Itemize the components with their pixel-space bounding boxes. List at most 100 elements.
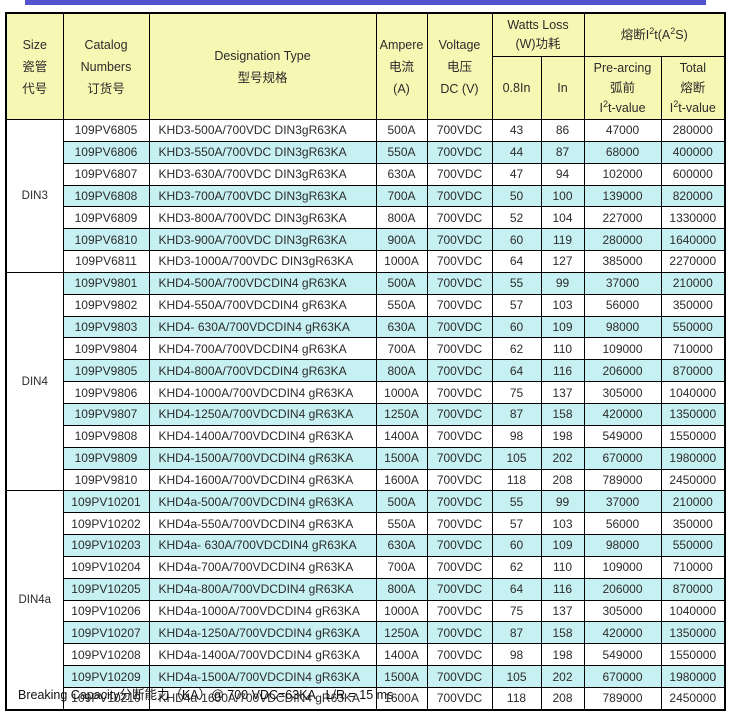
designation-cell: KHD4-1600A/700VDCDIN4 gR63KA xyxy=(148,468,377,492)
prearcing-i2t-cell: 549000 xyxy=(583,643,662,667)
total-i2t-cell: 2450000 xyxy=(660,468,726,492)
prearcing-i2t-cell: 789000 xyxy=(583,686,662,711)
ampere-cell: 1000A xyxy=(375,599,428,623)
watts-in-cell: 104 xyxy=(540,206,585,230)
designation-cell: KHD4-1400A/700VDCDIN4 gR63KA xyxy=(148,424,377,448)
prearcing-i2t-cell: 206000 xyxy=(583,359,662,383)
watts-in-cell: 158 xyxy=(540,621,585,645)
prearcing-i2t-cell: 98000 xyxy=(583,315,662,339)
voltage-cell: 700VDC xyxy=(426,577,493,601)
voltage-cell: 700VDC xyxy=(426,599,493,623)
table-row: 109PV6810 KHD3-900A/700VDC DIN3gR63KA 900A… xyxy=(6,228,726,252)
ampere-cell: 900A xyxy=(375,228,428,252)
prearcing-i2t-cell: 56000 xyxy=(583,293,662,317)
table-row: 109PV9809 KHD4-1500A/700VDCDIN4 gR63KA 150… xyxy=(6,446,726,470)
voltage-cell: 700VDC xyxy=(426,315,493,339)
designation-cell: KHD3-1000A/700VDC DIN3gR63KA xyxy=(148,250,377,273)
size-label-zh1: 瓷管 xyxy=(22,59,48,74)
prearcing-i2t-cell: 109000 xyxy=(583,555,662,579)
voltage-cell: 700VDC xyxy=(426,250,493,273)
watts-08in-cell: 98 xyxy=(491,424,542,448)
designation-cell: KHD3-500A/700VDC DIN3gR63KA xyxy=(148,119,377,142)
ampere-label-unit: (A) xyxy=(393,81,410,96)
total-label-zh: 熔断 xyxy=(680,81,706,95)
table-row: 109PV10205 KHD4a-800A/700VDCDIN4 gR63KA 80… xyxy=(6,577,726,601)
table-row: 109PV9803 KHD4- 630A/700VDCDIN4 gR63KA 630… xyxy=(6,315,726,339)
watts-in-cell: 110 xyxy=(540,337,585,361)
total-i2t-cell: 2450000 xyxy=(660,686,726,711)
watts-in-cell: 202 xyxy=(540,446,585,470)
ampere-cell: 500A xyxy=(375,271,428,295)
catalog-cell: 109PV9810 xyxy=(62,468,150,492)
voltage-cell: 700VDC xyxy=(426,119,493,142)
size-group-cell: DIN4 xyxy=(5,271,64,492)
total-i2t-cell: 1550000 xyxy=(660,643,726,667)
watts-08in-cell: 105 xyxy=(491,446,542,470)
ampere-cell: 550A xyxy=(375,293,428,317)
size-label-zh2: 代号 xyxy=(22,81,48,96)
designation-cell: KHD3-700A/700VDC DIN3gR63KA xyxy=(148,184,377,208)
watts-in-cell: 116 xyxy=(540,359,585,383)
designation-cell: KHD3-630A/700VDC DIN3gR63KA xyxy=(148,162,377,186)
table-row: DIN3 109PV6805 KHD3-500A/700VDC DIN3gR63KA… xyxy=(5,119,726,273)
catalog-cell: 109PV6808 xyxy=(62,184,150,208)
prearcing-label-en: Pre-arcing xyxy=(593,61,652,75)
voltage-cell: 700VDC xyxy=(426,424,493,448)
catalog-cell: 109PV9809 xyxy=(62,446,150,470)
catalog-cell: 109PV9805 xyxy=(62,359,150,383)
ampere-cell: 1400A xyxy=(375,424,428,448)
watts-in-cell: 198 xyxy=(540,643,585,667)
catalog-cell: 109PV9803 xyxy=(62,315,150,339)
total-i2t-cell: 210000 xyxy=(660,271,726,295)
total-i2t-cell: 870000 xyxy=(660,359,726,383)
designation-cell: KHD4a-500A/700VDCDIN4 gR63KA xyxy=(148,490,377,514)
table-row: DIN4 109PV9801 KHD4-500A/700VDCDIN4 gR63KA… xyxy=(5,271,726,492)
ampere-cell: 1500A xyxy=(375,446,428,470)
ampere-cell: 1000A xyxy=(375,381,428,404)
table-row: 109PV10209 KHD4a-1500A/700VDCDIN4 gR63KA 1… xyxy=(6,665,726,688)
watts-loss-label-en: Watts Loss xyxy=(507,18,569,32)
col-header-size: Size 瓷管 代号 xyxy=(5,12,64,120)
table-row: 109PV9810 KHD4-1600A/700VDCDIN4 gR63KA 160… xyxy=(6,468,726,492)
catalog-cell: 109PV10205 xyxy=(62,577,150,601)
catalog-label-en1: Catalog xyxy=(84,37,128,52)
voltage-cell: 700VDC xyxy=(426,468,493,492)
designation-cell: KHD4-1000A/700VDCDIN4 gR63KA xyxy=(148,381,377,404)
catalog-cell: 109PV9808 xyxy=(62,424,150,448)
prearcing-i2t-cell: 305000 xyxy=(583,599,662,623)
designation-cell: KHD4a-1000A/700VDCDIN4 gR63KA xyxy=(148,599,377,623)
ampere-cell: 1250A xyxy=(375,402,428,426)
watts-08in-cell: 105 xyxy=(491,665,542,688)
prearcing-i2t-cell: 56000 xyxy=(583,512,662,536)
watts-08in-cell: 98 xyxy=(491,643,542,667)
prearcing-i2t-cell: 68000 xyxy=(583,140,662,164)
table-row: 109PV10202 KHD4a-550A/700VDCDIN4 gR63KA 55… xyxy=(6,512,726,536)
col-header-voltage: Voltage 电压 DC (V) xyxy=(426,12,493,120)
ampere-cell: 700A xyxy=(375,337,428,361)
table-row: 109PV9807 KHD4-1250A/700VDCDIN4 gR63KA 125… xyxy=(6,402,726,426)
total-value-label: I2t-value xyxy=(669,98,716,115)
prearcing-i2t-cell: 206000 xyxy=(583,577,662,601)
ampere-cell: 500A xyxy=(375,490,428,514)
designation-cell: KHD4-500A/700VDCDIN4 gR63KA xyxy=(148,271,377,295)
footer-note: Breaking Capacity分断能力（KA）@ 700 VDC=63KA … xyxy=(18,688,394,702)
table-row: DIN4a 109PV10201 KHD4a-500A/700VDCDIN4 gR6… xyxy=(5,490,726,711)
prearcing-i2t-cell: 549000 xyxy=(583,424,662,448)
prearcing-i2t-cell: 37000 xyxy=(583,271,662,295)
voltage-cell: 700VDC xyxy=(426,446,493,470)
prearcing-i2t-cell: 420000 xyxy=(583,402,662,426)
watts-in-cell: 208 xyxy=(540,468,585,492)
prearcing-label-zh: 弧前 xyxy=(610,81,636,95)
header-row-top: Size 瓷管 代号 Catalog Numbers 订货号 Designati… xyxy=(5,12,726,120)
total-label-en: Total xyxy=(679,61,706,75)
i2t-title-sup: 2 xyxy=(670,25,676,36)
catalog-cell: 109PV6806 xyxy=(62,140,150,164)
i2t-title-part: 熔断I xyxy=(620,27,650,42)
catalog-cell: 109PV9807 xyxy=(62,402,150,426)
voltage-cell: 700VDC xyxy=(426,686,493,711)
catalog-cell: 109PV10203 xyxy=(62,534,150,557)
designation-label-en: Designation Type xyxy=(214,48,311,63)
ampere-cell: 800A xyxy=(375,206,428,230)
catalog-label-zh: 订货号 xyxy=(87,81,125,96)
fuse-spec-table: Size 瓷管 代号 Catalog Numbers 订货号 Designati… xyxy=(5,12,727,711)
